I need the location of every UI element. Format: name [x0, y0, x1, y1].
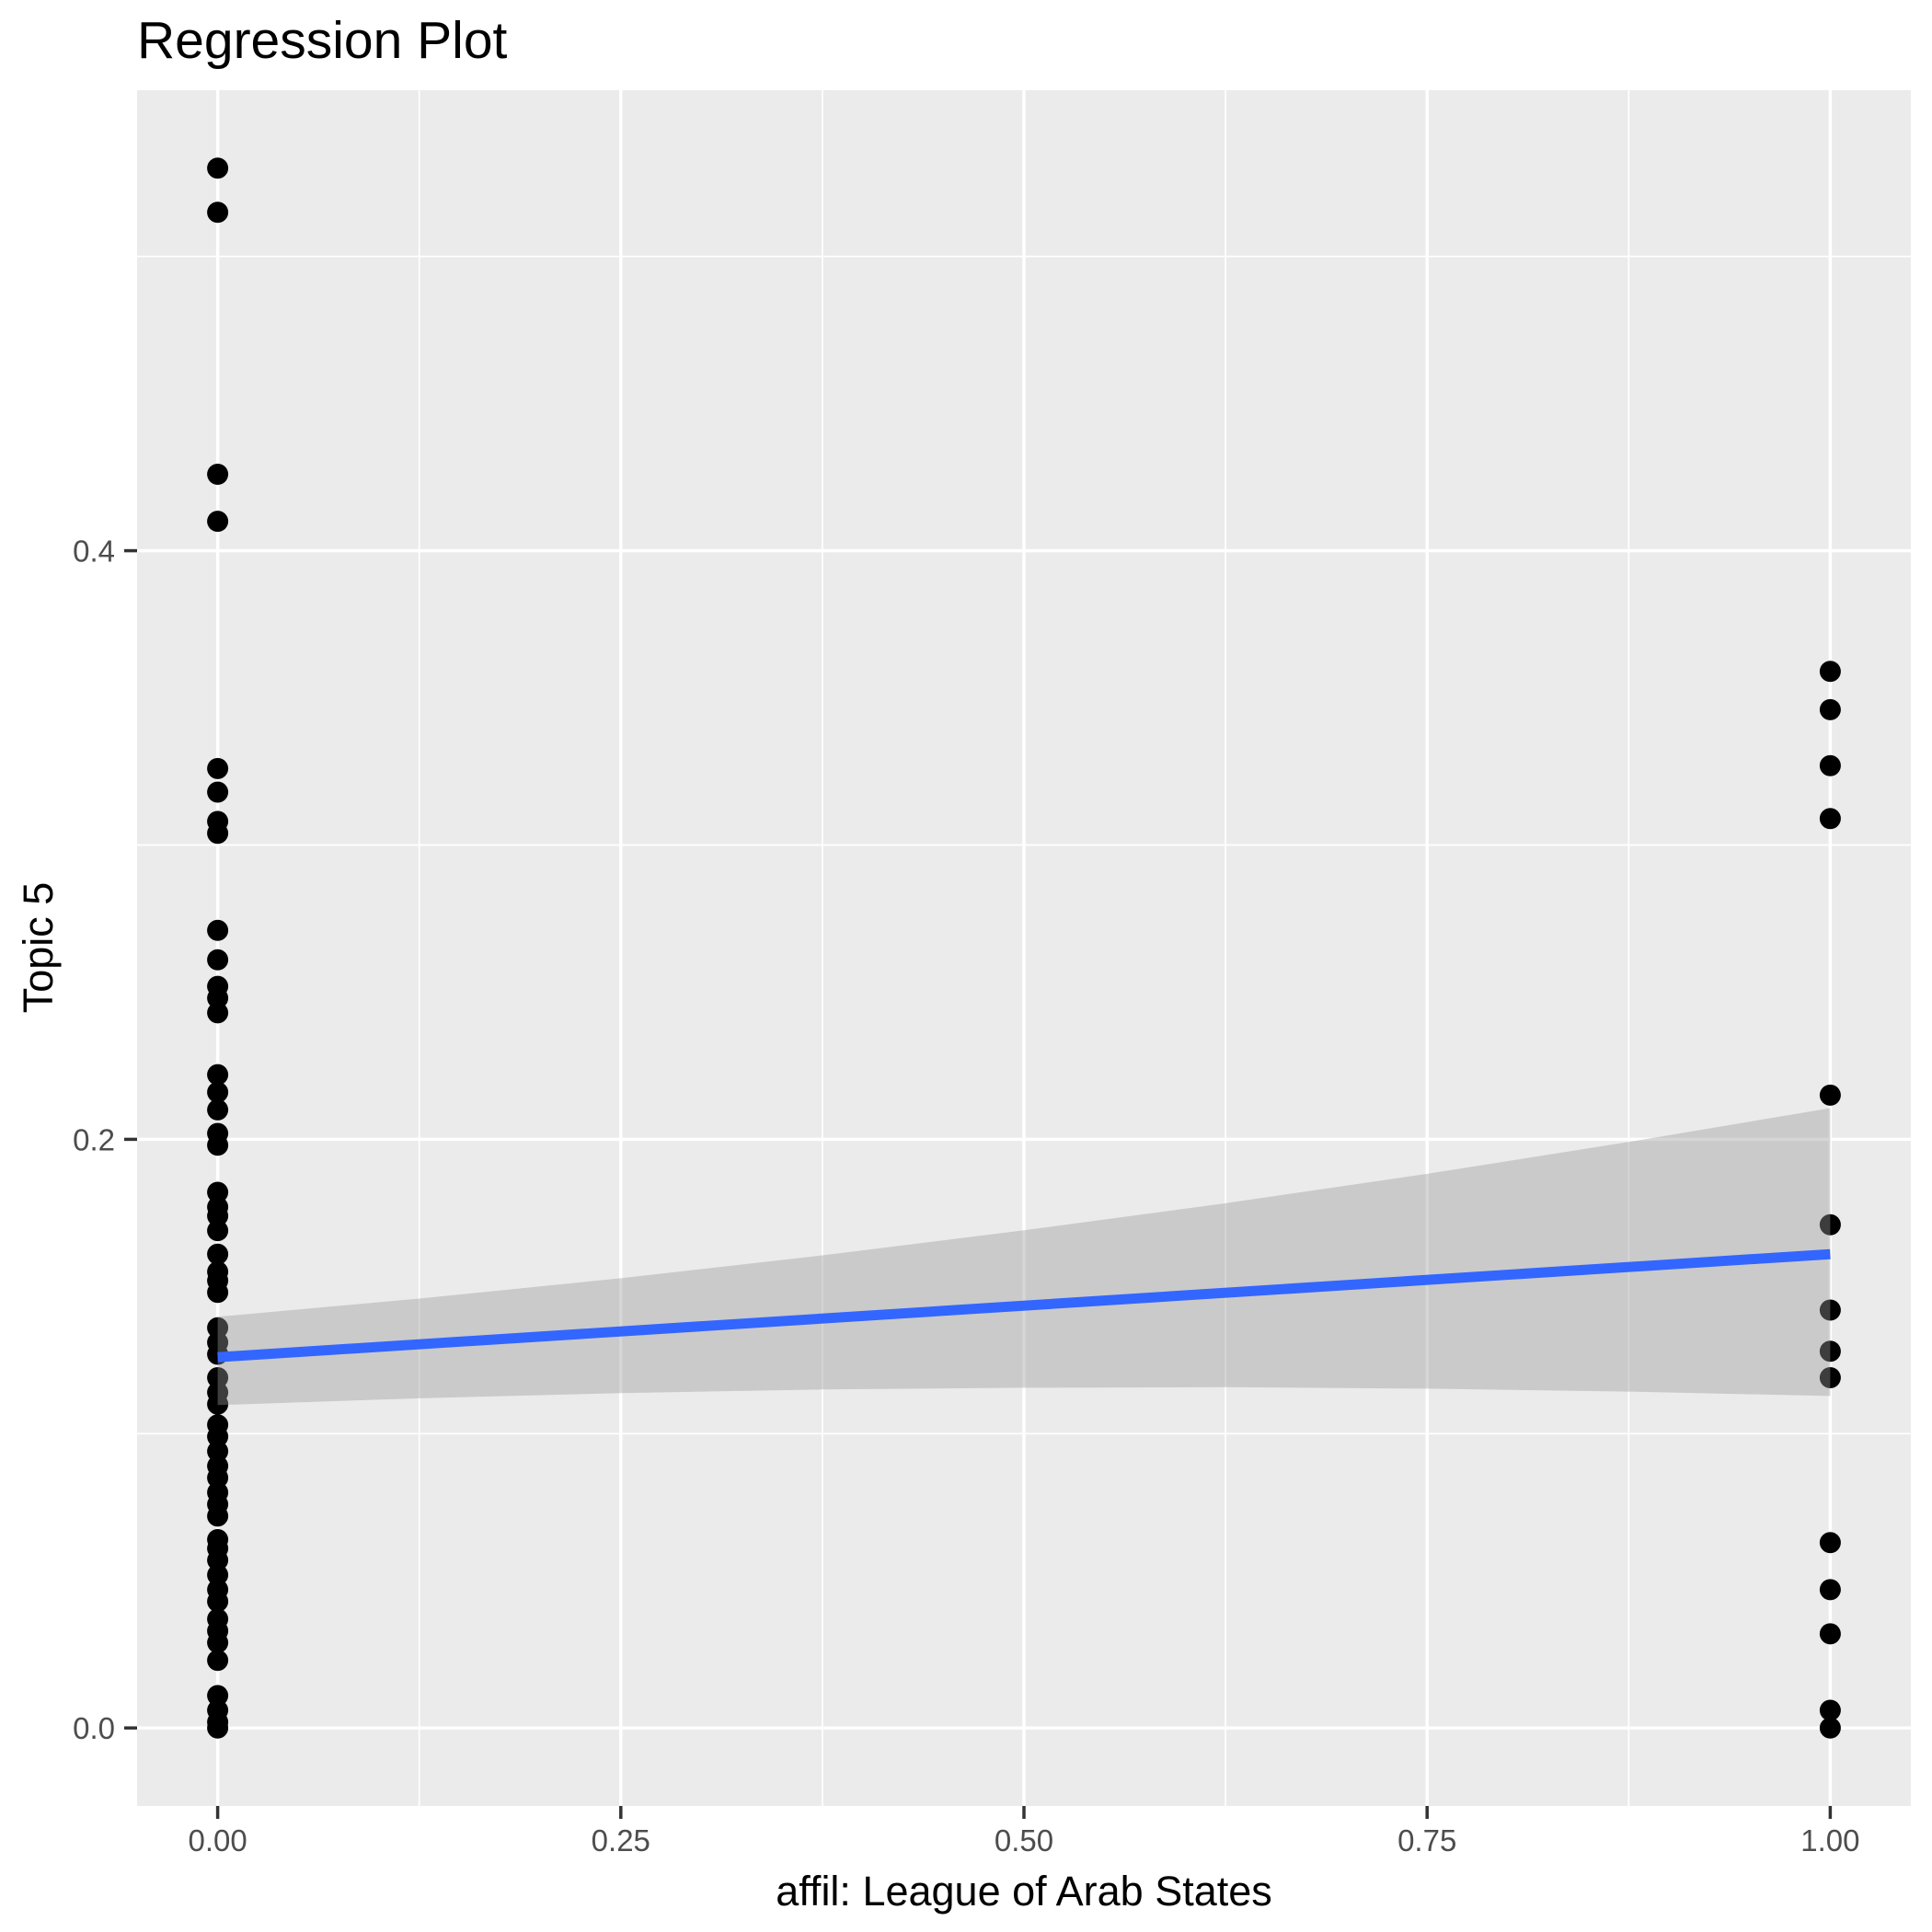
data-point — [207, 1549, 229, 1571]
data-point — [207, 1081, 229, 1103]
data-point — [1819, 1213, 1841, 1236]
data-point — [1819, 661, 1841, 683]
data-point — [207, 1002, 229, 1024]
data-point — [207, 1064, 229, 1086]
x-tick-label: 0.50 — [995, 1823, 1053, 1857]
data-point — [207, 949, 229, 971]
data-point — [207, 1441, 229, 1462]
data-point — [207, 1205, 229, 1227]
data-point — [207, 1181, 229, 1203]
x-tick-label: 0.75 — [1397, 1823, 1456, 1857]
data-point — [1819, 754, 1841, 776]
data-point — [207, 1426, 229, 1447]
data-point — [207, 1591, 229, 1613]
data-point — [1819, 698, 1841, 720]
data-point — [1819, 1623, 1841, 1645]
data-point — [207, 464, 229, 485]
data-point — [207, 919, 229, 941]
data-point — [207, 1367, 229, 1388]
data-point — [207, 1220, 229, 1242]
data-point — [1819, 1340, 1841, 1363]
regression-line — [217, 1248, 1831, 1363]
x-tick-label: 0.00 — [188, 1823, 247, 1857]
data-point — [207, 1134, 229, 1156]
data-point — [207, 1317, 229, 1339]
y-tick-label: 0.2 — [73, 1122, 115, 1156]
data-point — [1819, 1532, 1841, 1554]
plot-title: Regression Plot — [137, 11, 508, 70]
y-tick-label: 0.0 — [73, 1711, 115, 1745]
data-point — [1819, 1699, 1841, 1721]
data-point — [207, 1564, 229, 1586]
data-point — [1819, 1579, 1841, 1601]
data-point — [207, 1685, 229, 1707]
y-tick-label: 0.4 — [73, 535, 115, 569]
x-tick-label: 0.25 — [592, 1823, 650, 1857]
data-point — [207, 1650, 229, 1672]
data-point — [207, 511, 229, 533]
data-point — [207, 822, 229, 845]
y-axis-title: Topic 5 — [15, 881, 62, 1014]
data-point — [1819, 1367, 1841, 1388]
data-point — [207, 1393, 229, 1415]
data-point — [1819, 808, 1841, 830]
data-point — [207, 987, 229, 1009]
data-point — [1819, 1299, 1841, 1321]
data-point — [207, 1243, 229, 1265]
x-axis-title: affil: League of Arab States — [776, 1868, 1272, 1915]
data-point — [207, 781, 229, 803]
data-point — [207, 757, 229, 779]
x-tick-label: 1.00 — [1800, 1823, 1859, 1857]
data-point — [207, 1505, 229, 1527]
data-point — [1819, 1084, 1841, 1106]
data-point — [1819, 1717, 1841, 1739]
data-point — [207, 201, 229, 224]
data-point — [207, 157, 229, 179]
data-point — [207, 1098, 229, 1121]
data-point — [207, 1632, 229, 1653]
data-point — [207, 1466, 229, 1489]
data-point — [207, 1717, 229, 1739]
data-point — [207, 1282, 229, 1304]
